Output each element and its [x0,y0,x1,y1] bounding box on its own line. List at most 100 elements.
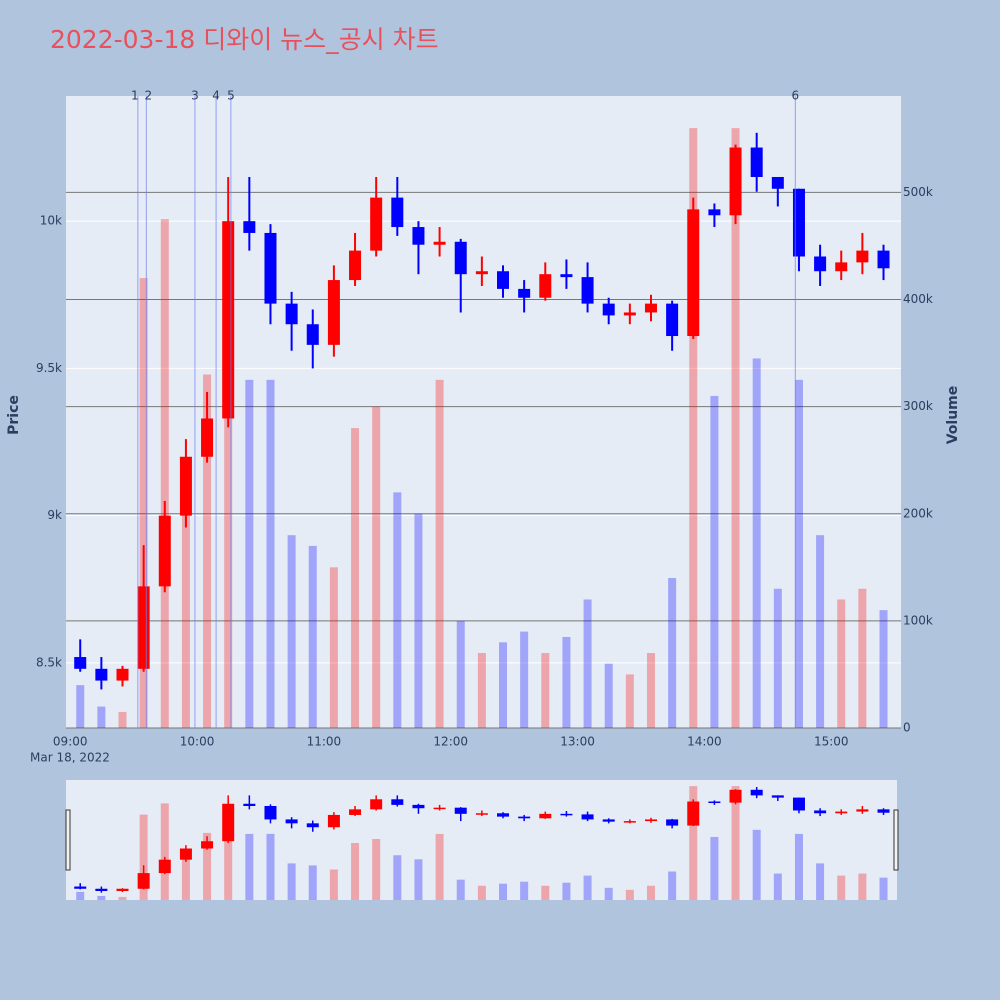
candle-body [158,515,171,587]
chart-title: 2022-03-18 디와이 뉴스_공시 차트 [50,25,439,54]
y2-tick-label: 500k [903,185,933,199]
rangeslider-volume-bar [794,833,803,900]
volume-bar [224,363,233,728]
volume-bar [245,379,254,728]
volume-bar [160,219,169,728]
y-tick-label: 10k [40,214,62,228]
volume-bar [583,599,592,728]
x-tick-label: 10:00 [180,735,215,749]
candle-body [560,274,573,278]
rangeslider-candle-body [792,797,805,811]
candle-body [222,221,235,419]
volume-bar [858,588,867,728]
rangeslider-handle[interactable] [65,809,71,871]
candle-body [644,303,657,313]
rangeslider-candle-body [497,813,510,817]
volume-bar [837,599,846,728]
candle-body [581,277,594,304]
volume-bar [562,636,571,728]
y2-tick-label: 300k [903,399,933,413]
y2-axis-title: Volume [945,386,961,445]
rangeslider-volume-bar [435,833,444,900]
rangeslider-volume-bar [287,863,296,900]
y2-tick-label: 100k [903,613,933,627]
annotation-label: 4 [212,89,220,103]
volume-bar [646,653,655,728]
rangeslider-candle-body [412,804,425,809]
volume-bar [414,513,423,728]
rangeslider-volume-bar [689,786,698,900]
rangeslider[interactable] [66,780,897,900]
rangeslider-volume-bar [879,877,888,900]
rangeslider-volume-bar [308,865,317,900]
rangeslider-candle-body [454,807,467,814]
rangeslider-candle-body [222,803,235,842]
volume-bar [816,535,825,728]
rangeslider-candle-body [201,841,214,849]
rangeslider-volume-bar [646,885,655,900]
volume-bar [372,406,381,728]
candle-body [370,197,383,251]
rangeslider-volume-bar [668,871,677,900]
rangeslider-candle-body [179,848,192,860]
y2-tick-label: 400k [903,292,933,306]
volume-bar [879,610,888,728]
rangeslider-candle-body [750,789,763,796]
rangeslider-volume-bar [351,843,360,900]
candle-body [877,250,890,269]
volume-bar [287,535,296,728]
annotation-label: 6 [791,89,799,103]
candle-body [349,250,362,281]
candle-body [792,188,805,257]
candle-body [391,197,404,228]
candle-body [856,250,869,263]
rangeslider-volume-bar [837,875,846,900]
rangeslider-candle-body [581,814,594,820]
rangeslider-candle-body [539,813,552,819]
rangeslider-candle-body [814,810,827,814]
rangeslider-candle-body [687,801,700,826]
rangeslider-candle-body [771,795,784,798]
rangeslider-volume-bar [816,863,825,900]
y2-tick-label: 200k [903,506,933,520]
volume-bar [266,379,275,728]
rangeslider-volume-bar [76,891,85,900]
volume-bar [97,706,106,728]
rangeslider-candle-body [666,819,679,826]
rangeslider-candle-body [518,816,531,819]
rangeslider-candle-body [243,803,256,807]
rangeslider-volume-bar [710,836,719,900]
rangeslider-candle-body [285,819,298,824]
candle-body [518,288,531,298]
rangeslider-candle-body [602,819,615,822]
rangeslider-volume-bar [456,879,465,900]
candle-body [814,256,827,272]
candle-body [475,271,488,275]
candle-body [602,303,615,316]
candle-body [412,227,425,245]
y-tick-label: 9k [47,508,62,522]
rangeslider-volume-bar [731,786,740,900]
candle-body [137,586,150,669]
rangeslider-volume-bar [625,889,634,900]
candle-body [729,147,742,216]
rangeslider-handle[interactable] [893,809,899,871]
volume-bar [477,653,486,728]
y-tick-label: 8.5k [36,655,62,669]
x-tick-label: 09:00 [53,735,88,749]
rangeslider-volume-bar [181,859,190,900]
volume-bar [76,685,85,728]
volume-bar [794,379,803,728]
candle-body [539,274,552,298]
candle-body [95,668,108,681]
rangeslider-candle-body [391,799,404,805]
volume-bar [773,588,782,728]
volume-bar [329,567,338,728]
rangeslider-volume-bar [773,873,782,900]
rangeslider-candle-body [644,819,657,822]
rangeslider-candle-body [729,789,742,803]
volume-bar [393,492,402,728]
rangeslider-volume-bar [520,881,529,900]
volume-bar [689,128,698,728]
